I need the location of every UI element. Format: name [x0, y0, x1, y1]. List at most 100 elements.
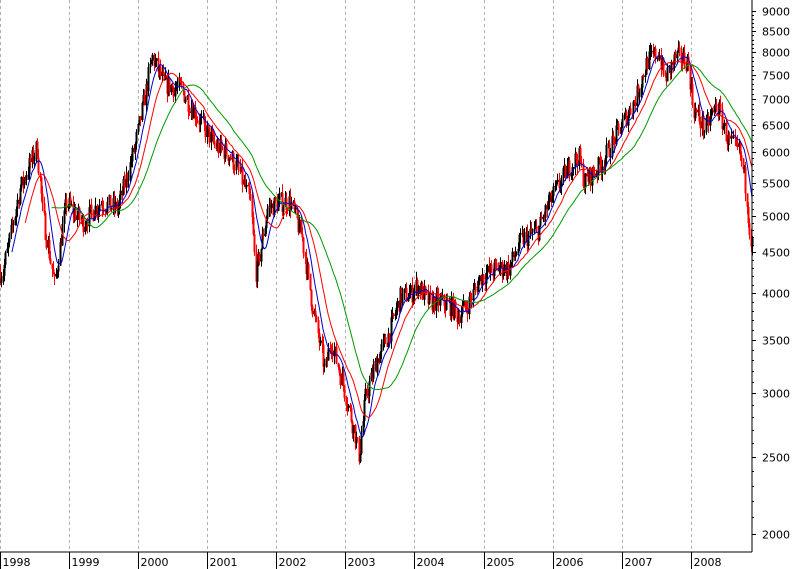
- price-bar-body: [638, 92, 641, 98]
- price-bar-body: [285, 197, 288, 211]
- price-bar-body: [264, 228, 267, 237]
- price-bar-body: [698, 109, 701, 122]
- price-bar-body: [511, 251, 514, 262]
- price-bar-body: [681, 62, 684, 64]
- price-bar-body: [380, 344, 383, 353]
- price-bar-body: [135, 132, 138, 144]
- price-bar-body: [513, 251, 516, 257]
- price-bar-body: [623, 114, 626, 119]
- price-bar-body: [349, 405, 352, 408]
- price-bar-body: [458, 316, 461, 323]
- price-bar-body: [539, 216, 542, 226]
- price-bar-body: [92, 210, 95, 221]
- price-bar-body: [605, 144, 608, 159]
- price-bar-body: [141, 102, 144, 121]
- x-axis: 1998 1999 2000 2001 2002 2003 2004 2005 2006 2007…: [0, 552, 722, 569]
- price-bar-body: [119, 190, 122, 200]
- price-bar-body: [560, 177, 563, 188]
- price-bar-body: [310, 289, 313, 307]
- price-bar-body: [530, 228, 533, 233]
- price-bar-body: [654, 48, 657, 60]
- price-bar-body: [514, 255, 517, 257]
- price-bar-body: [547, 202, 550, 210]
- price-bar-body: [211, 131, 214, 133]
- y-tick-label-6500: 6500: [762, 120, 790, 133]
- price-bar-body: [591, 167, 594, 186]
- price-bar-body: [76, 215, 79, 221]
- price-bar-body: [8, 233, 11, 243]
- price-bar-body: [646, 58, 649, 70]
- y-tick-label-3500: 3500: [762, 335, 790, 348]
- price-bar-body: [274, 197, 277, 201]
- price-bar-body: [702, 116, 705, 133]
- price-bar-body: [482, 274, 485, 282]
- price-bar-body: [321, 340, 324, 345]
- price-bar-body: [407, 298, 410, 302]
- price-bar-body: [388, 333, 391, 342]
- price-bar-body: [747, 206, 750, 224]
- price-bar-body: [220, 139, 223, 148]
- price-bar-body: [307, 264, 310, 274]
- price-bar-body: [535, 226, 538, 228]
- price-bar-body: [710, 112, 713, 117]
- price-bar-body: [227, 155, 230, 161]
- price-bar-body: [390, 317, 393, 342]
- x-tick-label-1999: 1999: [72, 556, 100, 569]
- price-bar-body: [551, 196, 554, 202]
- price-bar-body: [347, 405, 350, 408]
- price-bar-body: [337, 363, 340, 368]
- price-bar-body: [145, 83, 148, 106]
- x-tick-label-2007: 2007: [625, 556, 653, 569]
- price-bar-body: [49, 258, 52, 264]
- price-bar-body: [608, 143, 611, 157]
- price-bar-body: [648, 51, 651, 70]
- x-tick-label-2006: 2006: [556, 556, 584, 569]
- price-bar-body: [401, 292, 404, 304]
- price-bar-body: [43, 203, 46, 213]
- price-bar-body: [515, 253, 518, 256]
- price-bar-body: [725, 122, 728, 142]
- price-bar-body: [392, 313, 395, 316]
- price-bar-body: [137, 123, 140, 133]
- price-bar-body: [503, 264, 506, 274]
- price-bar-body: [615, 125, 618, 145]
- price-bar-body: [256, 260, 259, 282]
- price-bar-body: [143, 94, 146, 106]
- price-bar-body: [634, 102, 637, 106]
- price-bar-body: [232, 152, 235, 170]
- price-bar-body: [728, 134, 731, 139]
- price-bar-body: [298, 219, 301, 233]
- price-bar-body: [199, 117, 202, 125]
- price-bar-body: [674, 54, 677, 59]
- price-bar-body: [641, 75, 644, 88]
- price-bar-body: [441, 295, 444, 299]
- price-bar-body: [531, 231, 534, 233]
- price-bar-body: [130, 161, 133, 163]
- price-bar-body: [363, 399, 366, 422]
- price-bar-body: [294, 207, 297, 210]
- price-bar-body: [450, 296, 453, 317]
- price-bar-body: [150, 60, 153, 64]
- price-bar-body: [265, 219, 268, 229]
- price-bar-body: [155, 58, 158, 61]
- price-bar-body: [32, 150, 35, 162]
- price-bar-body: [104, 210, 107, 212]
- y-tick-label-2000: 2000: [762, 529, 790, 542]
- price-bar-body: [396, 300, 399, 308]
- price-bar-body: [183, 90, 186, 103]
- price-bar-body: [699, 121, 702, 129]
- price-bar-body: [640, 87, 643, 93]
- price-bar-body: [582, 164, 585, 187]
- price-bar-body: [360, 434, 363, 454]
- price-bar-body: [359, 453, 362, 462]
- price-bar-body: [175, 87, 178, 89]
- price-bar-body: [490, 264, 493, 273]
- price-bar-body: [0, 278, 3, 283]
- price-bar-body: [612, 135, 615, 138]
- price-bar-body: [98, 204, 101, 211]
- x-tick-label-1998: 1998: [3, 556, 31, 569]
- price-bar-body: [37, 157, 40, 174]
- price-bar-body: [358, 438, 361, 462]
- price-bar-body: [559, 187, 562, 189]
